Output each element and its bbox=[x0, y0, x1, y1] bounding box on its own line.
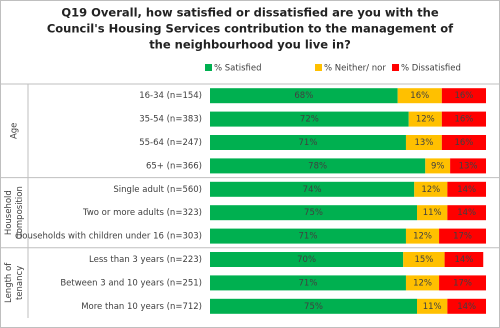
value-label: 11% bbox=[423, 208, 442, 218]
chart-title: Council's Housing Services contribution … bbox=[47, 22, 454, 36]
bar-segment bbox=[450, 158, 486, 174]
value-label: 72% bbox=[300, 115, 319, 125]
category-label: Less than 3 years (n=223) bbox=[89, 255, 202, 265]
value-label: 13% bbox=[459, 161, 478, 171]
bar-segment bbox=[405, 275, 440, 291]
bar-segment bbox=[210, 275, 406, 291]
bar-segment bbox=[447, 205, 486, 221]
value-label: 14% bbox=[454, 255, 473, 265]
category-label: Single adult (n=560) bbox=[113, 185, 202, 195]
value-label: 16% bbox=[454, 115, 473, 125]
bar-segment bbox=[210, 88, 398, 104]
bar-segment bbox=[210, 158, 426, 174]
group-label: tenancy bbox=[15, 266, 25, 300]
value-label: 70% bbox=[297, 255, 316, 265]
bar-segment bbox=[439, 275, 486, 291]
value-label: 71% bbox=[299, 138, 318, 148]
value-label: 78% bbox=[308, 161, 327, 171]
bar-segment bbox=[210, 252, 404, 267]
value-label: 16% bbox=[454, 91, 473, 101]
bar-segment bbox=[405, 228, 440, 244]
bar-segment bbox=[403, 252, 445, 267]
value-label: 16% bbox=[454, 138, 473, 148]
bar-segment bbox=[441, 88, 486, 104]
group-label: Length of bbox=[4, 262, 14, 303]
chart-title: the neighbourhood you live in? bbox=[149, 38, 351, 52]
legend-label: % Dissatisfied bbox=[401, 64, 461, 74]
bar-segment bbox=[210, 228, 406, 244]
value-label: 75% bbox=[304, 208, 323, 218]
bar-segment bbox=[441, 111, 486, 127]
category-label: Two or more adults (n=323) bbox=[82, 208, 202, 218]
group-label: Household bbox=[4, 190, 14, 235]
bar-segment bbox=[408, 111, 442, 127]
category-label: 65+ (n=366) bbox=[146, 161, 202, 171]
value-label: 12% bbox=[413, 278, 432, 288]
bar-segment bbox=[210, 181, 415, 197]
chart-title: Q19 Overall, how satisfied or dissatisfi… bbox=[61, 6, 439, 20]
bar-segment bbox=[210, 135, 406, 150]
bar-segment bbox=[444, 252, 484, 267]
bar-segment bbox=[439, 228, 486, 244]
bar-segment bbox=[425, 158, 451, 174]
value-label: 75% bbox=[304, 302, 323, 312]
legend-swatch bbox=[392, 64, 399, 71]
bar-segment bbox=[447, 181, 486, 197]
category-label: Between 3 and 10 years (n=251) bbox=[60, 278, 202, 288]
value-label: 68% bbox=[294, 91, 313, 101]
bar-segment bbox=[210, 205, 417, 221]
legend-swatch bbox=[205, 64, 212, 71]
legend-label: % Neither/ nor bbox=[324, 64, 386, 74]
bar-segment bbox=[210, 298, 417, 314]
value-label: 13% bbox=[414, 138, 433, 148]
value-label: 14% bbox=[457, 302, 476, 312]
value-label: 71% bbox=[299, 232, 318, 242]
value-label: 17% bbox=[453, 278, 472, 288]
group-label: Composition bbox=[15, 186, 25, 239]
bar-segment bbox=[397, 88, 442, 104]
legend-swatch bbox=[315, 64, 322, 71]
value-label: 74% bbox=[303, 185, 322, 195]
value-label: 17% bbox=[453, 232, 472, 242]
bar-segment bbox=[447, 298, 486, 314]
bar-segment bbox=[210, 111, 409, 127]
bar-segment bbox=[417, 298, 448, 314]
group-label: Age bbox=[10, 123, 20, 139]
value-label: 11% bbox=[423, 302, 442, 312]
category-label: 16-34 (n=154) bbox=[139, 91, 202, 101]
bar-segment bbox=[441, 135, 486, 150]
value-label: 14% bbox=[457, 208, 476, 218]
value-label: 16% bbox=[410, 91, 429, 101]
bar-segment bbox=[414, 181, 448, 197]
value-label: 9% bbox=[431, 161, 445, 171]
value-label: 15% bbox=[414, 255, 433, 265]
category-label: 35-54 (n=383) bbox=[139, 115, 202, 125]
value-label: 12% bbox=[421, 185, 440, 195]
value-label: 14% bbox=[457, 185, 476, 195]
value-label: 12% bbox=[413, 232, 432, 242]
bar-segment bbox=[405, 135, 442, 150]
category-label: Households with children under 16 (n=303… bbox=[16, 232, 202, 242]
bar-segment bbox=[417, 205, 448, 221]
value-label: 12% bbox=[416, 115, 435, 125]
category-label: More than 10 years (n=712) bbox=[81, 302, 202, 312]
category-label: 55-64 (n=247) bbox=[139, 138, 202, 148]
legend-label: % Satisfied bbox=[214, 64, 262, 74]
value-label: 71% bbox=[299, 278, 318, 288]
